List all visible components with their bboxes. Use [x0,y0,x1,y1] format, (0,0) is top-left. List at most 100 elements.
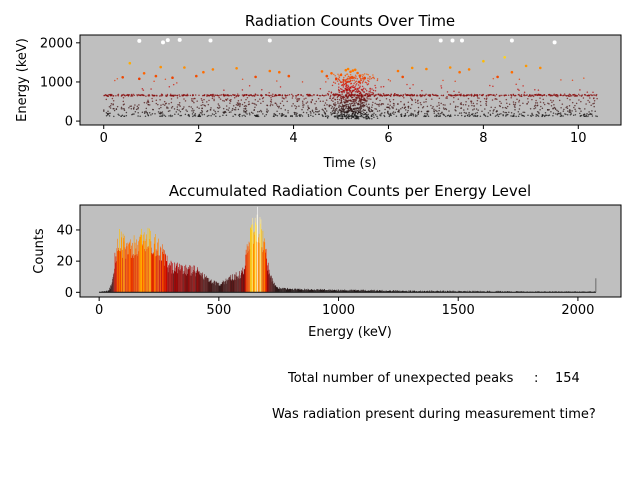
scatter-point [127,95,130,97]
scatter-point [406,111,409,114]
scatter-point [229,102,231,104]
scatter-point [225,98,227,101]
scatter-point [298,114,300,116]
scatter-point [337,88,340,91]
scatter-point [360,114,363,117]
scatter-point [225,114,228,116]
scatter-point [517,115,520,117]
scatter-point [123,103,125,105]
scatter-point [340,97,342,100]
scatter-point [374,102,376,105]
scatter-point [421,89,423,92]
scatter-point [442,104,445,106]
scatter-point [182,107,184,110]
scatter-point [140,93,143,96]
scatter-point [509,38,514,43]
scatter-point [351,102,354,105]
scatter-point [306,93,308,96]
scatter-point [315,100,318,103]
scatter-point [164,78,167,80]
scatter-point [177,37,182,42]
scatter-point [369,110,371,113]
scatter-point [340,90,342,93]
scatter-point [347,84,349,87]
scatter-point [445,97,447,99]
scatter-point [460,114,463,117]
scatter-point [177,113,180,115]
scatter-point [560,79,562,81]
scatter-point [574,94,577,97]
scatter-point [203,98,205,101]
scatter-point [260,102,262,105]
scatter-point [218,96,220,99]
scatter-point [105,115,108,117]
scatter-point [330,99,333,101]
scatter-point [148,104,151,106]
scatter-point [332,112,334,114]
scatter-point [122,108,124,110]
scatter-point [339,88,342,90]
scatter-point [517,94,520,96]
scatter-point [550,105,553,107]
scatter-point [123,108,125,110]
scatter-point [351,69,355,72]
histogram-title: Accumulated Radiation Counts per Energy … [169,182,531,200]
scatter-point [569,93,572,96]
scatter-point [478,97,480,99]
scatter-point [358,92,361,95]
scatter-point [496,75,499,79]
scatter-point [283,97,285,100]
scatter-point [170,98,173,100]
scatter-point [354,81,357,83]
scatter-point [356,109,359,112]
scatter-point [281,113,283,115]
scatter-point [366,105,368,107]
scatter-point [361,115,363,118]
scatter-point [388,113,390,116]
scatter-point [388,94,391,97]
scatter-point [316,108,318,110]
scatter-point [420,110,423,113]
scatter-point [539,101,542,103]
scatter-point [266,94,268,97]
scatter-point [147,103,149,106]
scatter-point [274,113,277,116]
scatter-point [392,107,394,109]
scatter-point [358,74,362,77]
scatter-point [200,112,203,114]
scatter-point [440,102,442,105]
scatter-point [484,108,486,110]
scatter-point [266,104,268,107]
scatter-point [512,93,515,96]
scatter-point [403,103,406,105]
scatter-plot-frame [79,34,622,126]
scatter-point [578,107,580,109]
scatter-point [397,103,399,106]
scatter-point [548,109,550,111]
scatter-point [322,109,325,111]
scatter-point [250,111,253,114]
scatter-point [120,106,123,109]
scatter-point [565,113,567,116]
scatter-point [355,75,357,78]
scatter-point [194,97,196,100]
scatter-point [273,112,275,115]
scatter-point [590,113,592,115]
scatter-point [443,114,445,117]
scatter-point [452,101,455,103]
scatter-point [530,95,532,98]
scatter-point [343,111,345,113]
scatter-point [232,93,234,96]
scatter-point [518,99,521,102]
scatter-point [368,92,370,94]
scatter-point [335,92,337,95]
scatter-point [170,107,173,109]
scatter-point [334,98,337,101]
scatter-point [365,116,368,118]
scatter-point [147,114,150,117]
scatter-point [508,111,510,114]
scatter-point [198,94,200,96]
scatter-point [287,74,291,78]
scatter-point [198,113,201,116]
scatter-point [357,81,360,84]
